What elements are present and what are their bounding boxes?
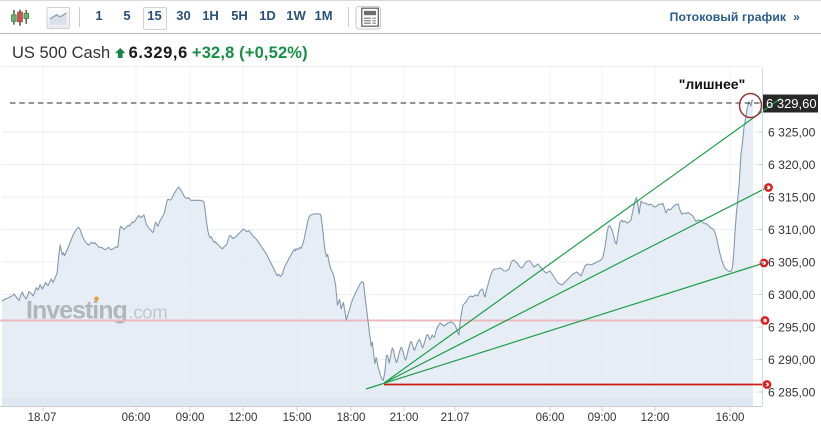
svg-text:09:00: 09:00 [588, 412, 617, 424]
svg-text:6 285,00: 6 285,00 [768, 385, 816, 399]
svg-text:09:00: 09:00 [176, 412, 205, 424]
svg-text:6 290,00: 6 290,00 [768, 353, 816, 367]
svg-text:06:00: 06:00 [536, 412, 565, 424]
svg-text:21:00: 21:00 [390, 412, 419, 424]
svg-text:6 305,00: 6 305,00 [768, 255, 816, 269]
svg-text:6 315,00: 6 315,00 [768, 190, 816, 204]
svg-text:12:00: 12:00 [641, 412, 670, 424]
svg-text:12:00: 12:00 [229, 412, 258, 424]
svg-text:15:00: 15:00 [283, 412, 312, 424]
svg-text:6 325,00: 6 325,00 [768, 125, 816, 139]
svg-text:.com: .com [129, 302, 168, 323]
svg-text:18:00: 18:00 [337, 412, 366, 424]
svg-text:6 329,60: 6 329,60 [766, 96, 817, 111]
svg-text:6 295,00: 6 295,00 [768, 320, 816, 334]
svg-text:06:00: 06:00 [122, 412, 151, 424]
svg-text:6 300,00: 6 300,00 [768, 288, 816, 302]
svg-text:21.07: 21.07 [441, 412, 470, 424]
svg-text:18.07: 18.07 [28, 412, 57, 424]
svg-text:"лишнее": "лишнее" [679, 76, 745, 92]
svg-text:6 310,00: 6 310,00 [768, 223, 816, 237]
svg-text:16:00: 16:00 [716, 412, 745, 424]
svg-text:6 320,00: 6 320,00 [768, 158, 816, 172]
